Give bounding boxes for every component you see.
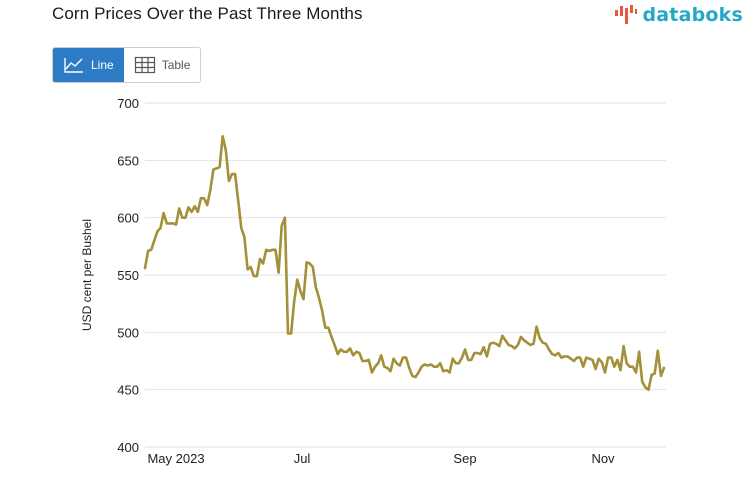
y-tick-label: 450: [117, 383, 139, 398]
brand-mark-icon: [615, 5, 638, 24]
table-view-button[interactable]: Table: [123, 48, 201, 82]
x-tick-label: Sep: [453, 451, 476, 466]
databoks-logo: databoks: [614, 4, 743, 26]
view-toggle: Line Table: [52, 47, 202, 83]
x-tick-label: May 2023: [147, 451, 204, 466]
y-axis-label: USD cent per Bushel: [80, 219, 94, 331]
table-view-label: Table: [161, 58, 191, 72]
series-group: [143, 135, 666, 392]
y-tick-label: 700: [117, 96, 139, 111]
y-tick-label: 650: [117, 153, 139, 168]
series-line-corn-price: [143, 135, 666, 392]
line-view-button[interactable]: Line: [53, 48, 124, 82]
x-axis: May 2023 Jul Sep Nov: [147, 451, 615, 466]
y-tick-label: 500: [117, 325, 139, 340]
x-tick-label: Jul: [294, 451, 311, 466]
x-tick-label: Nov: [591, 451, 615, 466]
y-tick-label: 400: [117, 440, 139, 455]
table-icon: [134, 56, 155, 74]
grid-lines: [145, 102, 666, 448]
y-tick-label: 600: [117, 211, 139, 226]
line-view-label: Line: [91, 58, 114, 72]
brand-name: databoks: [642, 4, 743, 26]
chart-title: Corn Prices Over the Past Three Months: [52, 4, 363, 23]
y-tick-label: 550: [117, 268, 139, 283]
line-chart-icon: [64, 58, 83, 73]
y-axis: 700 650 600 550 500 450 400: [117, 96, 139, 455]
